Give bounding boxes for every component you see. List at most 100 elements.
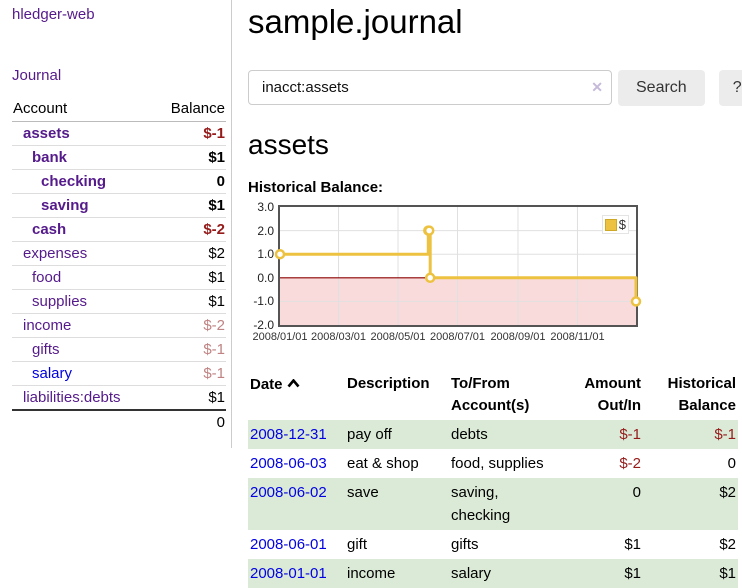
register-amount: 0 (632, 484, 641, 501)
account-cell: liabilities:debts (12, 385, 154, 410)
register-accounts: saving, checking (451, 484, 511, 524)
accounts-table: Account Balance assets $-1 bank $1 checking 0… (12, 98, 226, 434)
x-tick-label: 2008/03/01 (310, 331, 367, 343)
accounts-header-balance: Balance (153, 98, 226, 122)
register-date-link[interactable]: 2008-06-03 (250, 455, 327, 472)
search-form: ✕ Search ? (248, 70, 742, 106)
search-button[interactable]: Search (618, 70, 705, 106)
register-date-cell: 2008-06-02 (248, 478, 347, 530)
register-accounts: gifts (451, 536, 479, 553)
y-tick-label: 2.0 (257, 223, 274, 238)
register-description: income (347, 565, 396, 582)
account-link[interactable]: food (32, 269, 62, 286)
account-link[interactable]: salary (32, 365, 73, 382)
main-content: sample.journal ✕ Search ? assets Histori… (248, 0, 742, 588)
account-row: supplies $1 (12, 289, 226, 314)
account-cell: supplies (12, 289, 154, 314)
x-tick-label: 2008/11/01 (550, 331, 605, 343)
search-input[interactable] (248, 70, 612, 105)
account-cell: gifts (12, 337, 154, 362)
account-balance: $-1 (153, 361, 226, 386)
register-description: gift (347, 536, 368, 553)
register-row: 2008-06-02 save saving, checking 0 $2 (248, 478, 738, 530)
register-description: eat & shop (347, 455, 419, 472)
register-date-link[interactable]: 2008-06-02 (250, 484, 327, 501)
register-header-description: Description (347, 375, 430, 392)
account-link[interactable]: liabilities:debts (23, 389, 121, 406)
account-balance: $-1 (153, 337, 226, 362)
account-link[interactable]: gifts (32, 341, 60, 358)
chart-plot-area: $ (274, 205, 642, 327)
register-accounts: debts (451, 426, 488, 443)
x-tick-label: 2008/07/01 (429, 331, 486, 343)
register-balance: $-1 (714, 426, 736, 443)
register-accounts: salary (451, 565, 492, 582)
register-date-cell: 2008-01-01 (248, 559, 347, 588)
register-date-link[interactable]: 2008-12-31 (250, 426, 327, 443)
historical-balance-chart: 3.0 2.0 1.0 0.0 -1.0 -2.0 $ 2008/01/01 2008/03… (248, 200, 642, 351)
register-date-cell: 2008-06-03 (248, 449, 347, 478)
account-link[interactable]: assets (23, 125, 70, 142)
account-cell: bank (12, 145, 154, 170)
page-title: sample.journal (248, 3, 463, 40)
account-link[interactable]: saving (41, 197, 89, 214)
account-balance: $1 (153, 385, 226, 410)
account-cell: saving (12, 193, 154, 218)
register-amount: $1 (624, 565, 641, 582)
account-link[interactable]: income (23, 317, 72, 334)
register-header-row: Date Description To/From Account(s) Amou… (248, 372, 738, 420)
sidebar-item-journal[interactable]: Journal (12, 67, 62, 84)
register-date-link[interactable]: 2008-06-01 (250, 536, 327, 553)
account-balance: 0 (153, 169, 226, 194)
account-balance: $-2 (153, 313, 226, 338)
y-tick-label: -1.0 (253, 294, 274, 309)
account-row: salary $-1 (12, 361, 226, 386)
account-row: assets $-1 (12, 122, 226, 146)
register-header-amount: Amount Out/In (584, 375, 641, 414)
sort-ascending-icon (287, 373, 300, 395)
account-balance: $-1 (203, 125, 225, 142)
register-header-accounts: To/From Account(s) (451, 375, 530, 414)
register-description: pay off (347, 426, 392, 443)
register-row: 2008-06-03 eat & shop food, supplies $-2 0 (248, 449, 738, 478)
account-link[interactable]: supplies (32, 293, 88, 310)
register-balance: $2 (719, 536, 736, 553)
register-balance: $1 (719, 565, 736, 582)
account-row: liabilities:debts $1 (12, 385, 226, 410)
help-button[interactable]: ? (718, 70, 742, 106)
x-tick-label: 2008/01/01 (252, 331, 308, 343)
account-row: expenses $2 (12, 241, 226, 266)
account-row: bank $1 (12, 145, 226, 170)
register-amount: $1 (624, 536, 641, 553)
account-row: gifts $-1 (12, 337, 226, 362)
account-link[interactable]: bank (32, 149, 68, 166)
x-tick-label: 2008/05/01 (370, 331, 426, 343)
account-link[interactable]: cash (32, 221, 67, 238)
register-description: save (347, 484, 379, 501)
accounts-total-row: 0 (12, 409, 226, 434)
y-tick-label: -2.0 (253, 318, 274, 332)
register-date-link[interactable]: 2008-01-01 (250, 565, 327, 582)
brand-link[interactable]: hledger-web (12, 6, 95, 23)
register-header-date[interactable]: Date (248, 372, 347, 420)
account-cell: checking (12, 169, 154, 194)
account-balance: $1 (153, 193, 226, 218)
account-row: income $-2 (12, 313, 226, 338)
account-cell: salary (12, 361, 154, 386)
register-header-balance: Historical Balance (667, 375, 736, 414)
account-row: checking 0 (12, 169, 226, 194)
register-table: Date Description To/From Account(s) Amou… (248, 372, 738, 588)
account-row: cash $-2 (12, 217, 226, 242)
register-row: 2008-12-31 pay off debts $-1 $-1 (248, 420, 738, 449)
account-balance: $-2 (153, 217, 226, 242)
search-input-wrap: ✕ (248, 70, 612, 106)
clear-search-icon[interactable]: ✕ (591, 79, 603, 95)
account-cell: expenses (12, 241, 154, 266)
register-date-cell: 2008-06-01 (248, 530, 347, 559)
account-cell: food (12, 265, 154, 290)
account-link[interactable]: expenses (23, 245, 88, 262)
legend-label: $ (618, 217, 626, 232)
y-tick-label: 0.0 (257, 270, 274, 285)
account-balance: $2 (153, 241, 226, 266)
account-link[interactable]: checking (41, 173, 107, 190)
